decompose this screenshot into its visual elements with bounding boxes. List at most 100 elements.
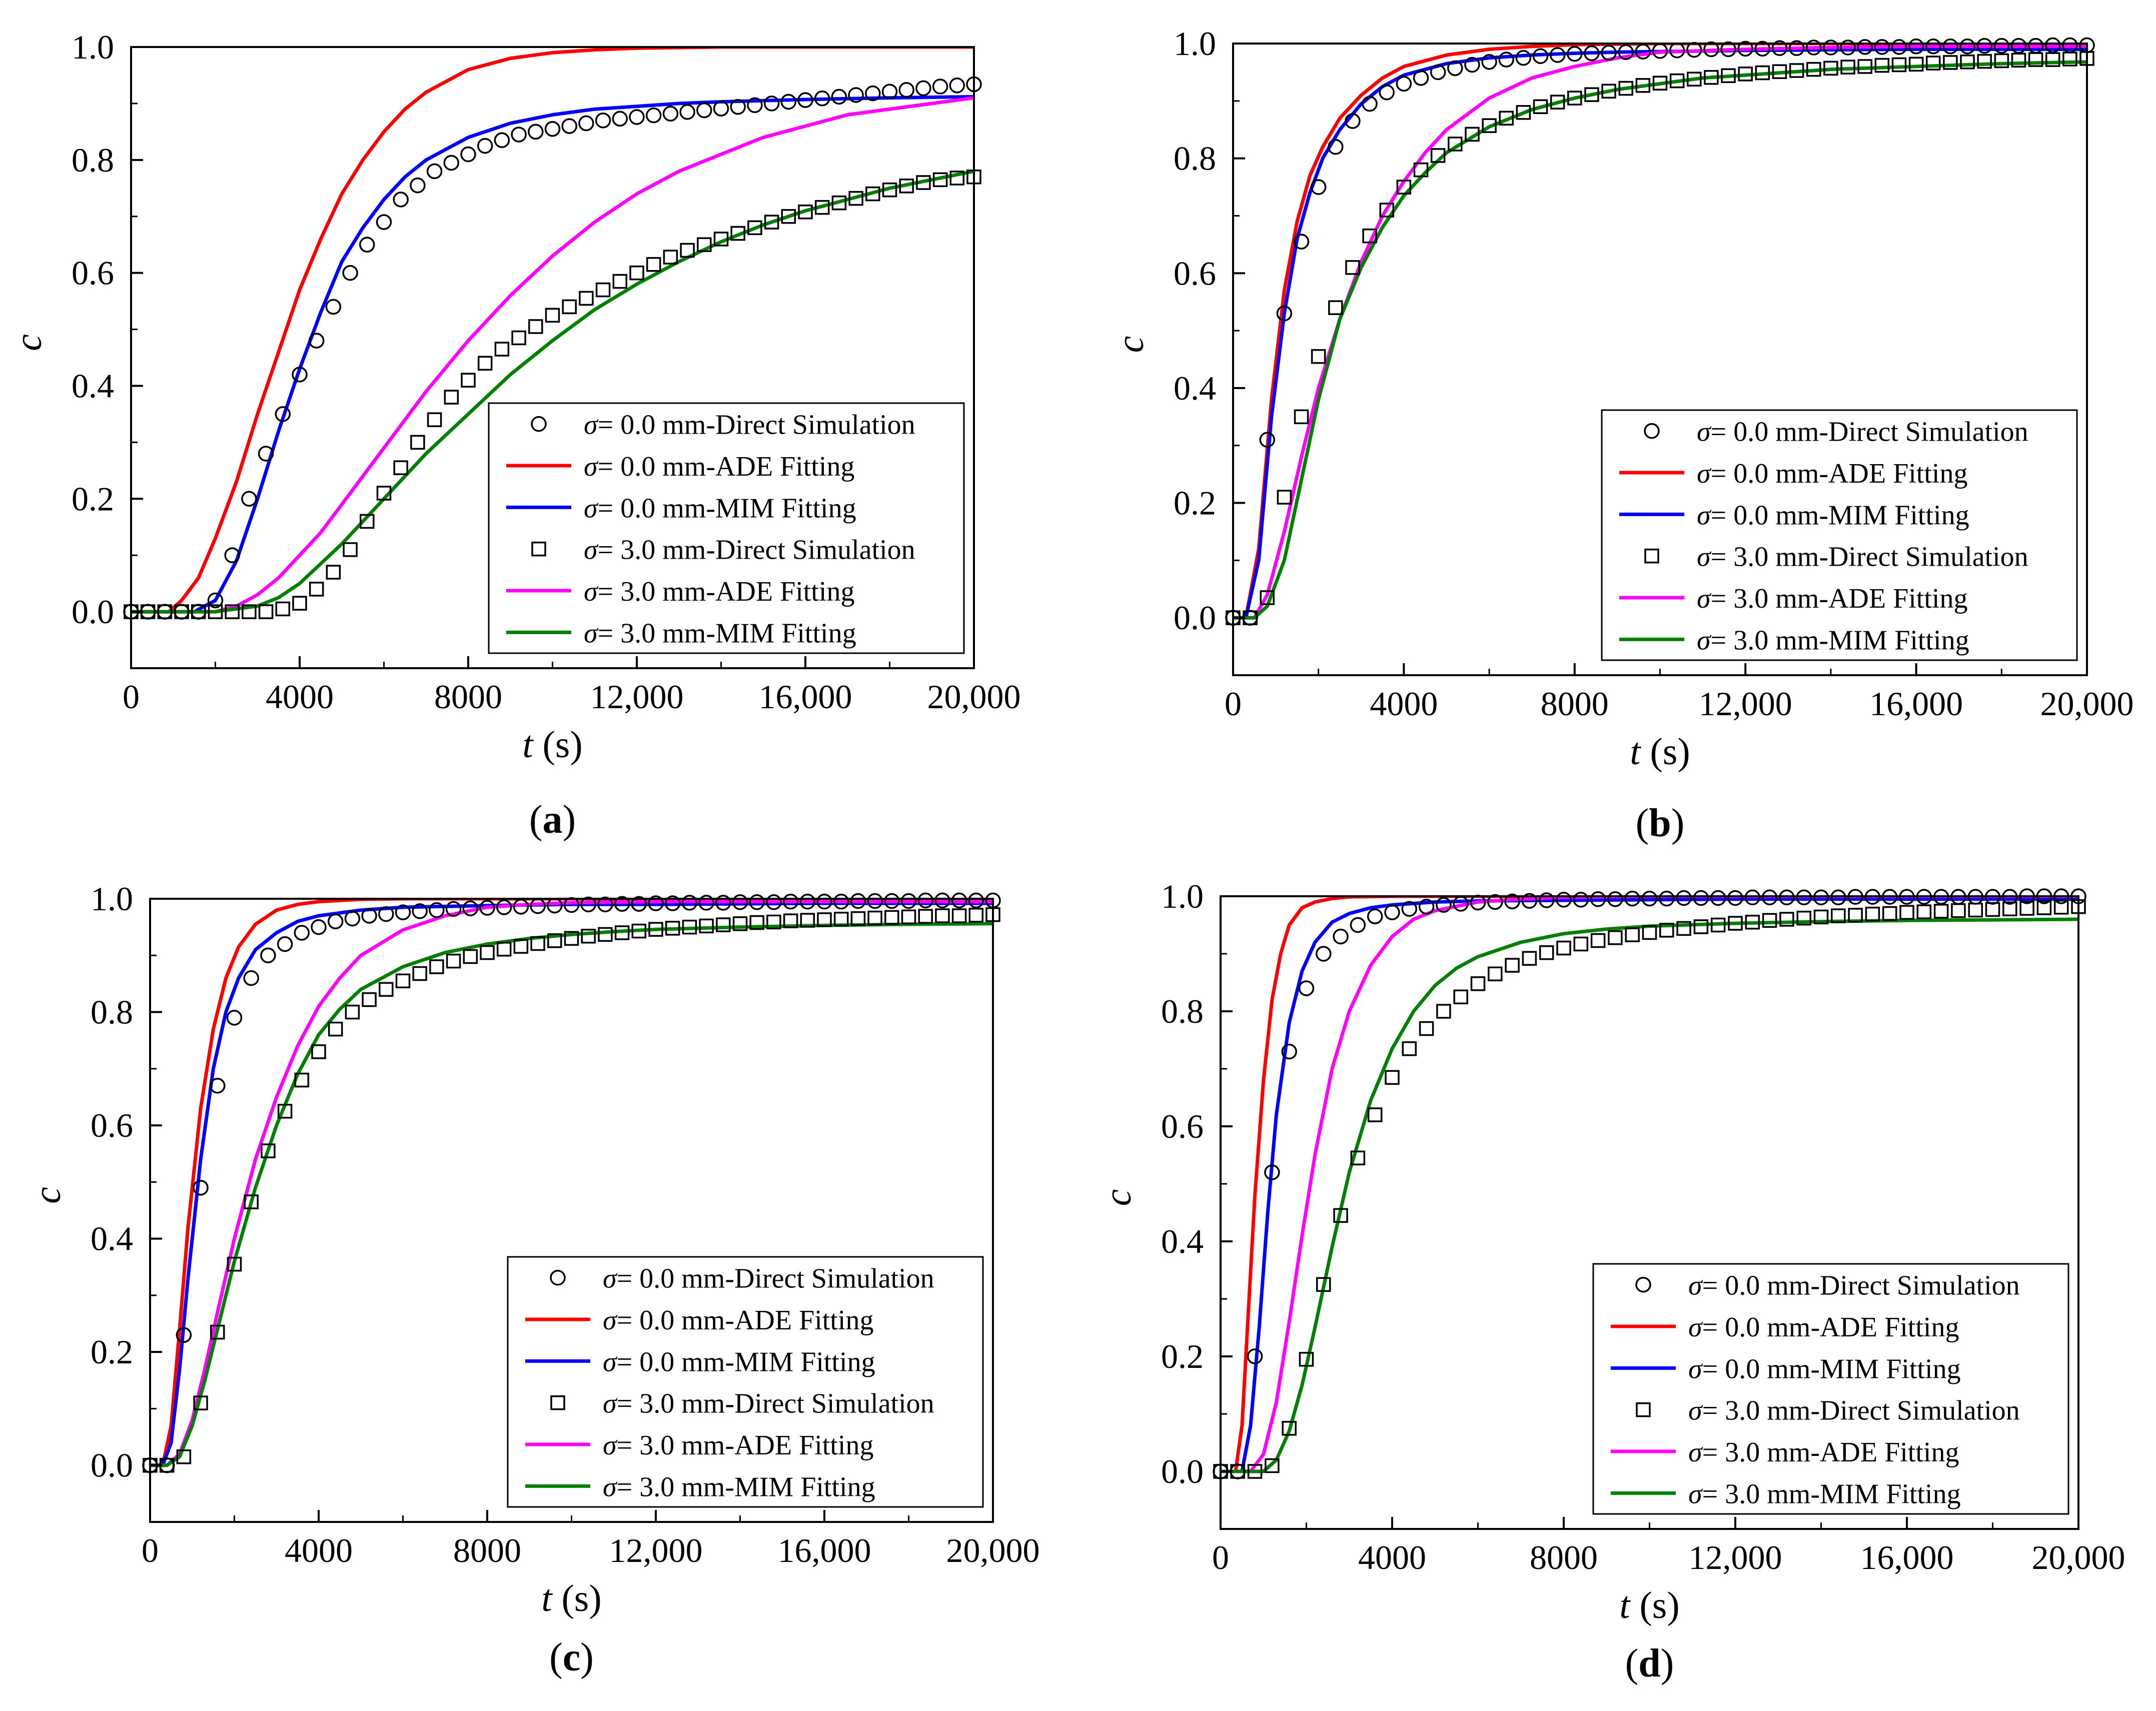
data-point-circle: [679, 104, 695, 120]
data-point-circle: [1521, 893, 1538, 909]
data-point-circle: [426, 163, 443, 180]
legend-sigma: σ: [1688, 1437, 1703, 1468]
data-point-circle: [1959, 38, 1975, 55]
legend-label-text: = 3.0 mm-MIM Fitting: [1711, 625, 1969, 656]
data-point-circle: [648, 895, 664, 911]
y-tick-label: 0.6: [1174, 254, 1216, 292]
series-line-3: [131, 169, 974, 614]
data-point-square: [1704, 70, 1719, 85]
data-point-square: [2036, 900, 2052, 915]
data-point-square: [463, 949, 478, 964]
data-point-square: [1379, 203, 1395, 218]
data-point-circle: [462, 900, 479, 917]
data-point-square: [1693, 919, 1709, 934]
data-point-square: [663, 250, 678, 265]
data-point-circle: [1333, 928, 1349, 945]
y-tick-label: 0.8: [1161, 992, 1204, 1030]
caption-letter: d: [1638, 1641, 1661, 1685]
x-tick-label: 20,000: [946, 1531, 1040, 1569]
series-line-0: [1221, 896, 2078, 1473]
legend-label-text: = 0.0 mm-ADE Fitting: [1702, 1312, 1959, 1343]
data-point-circle: [898, 82, 914, 98]
x-axis-title: t (s): [1619, 1584, 1679, 1626]
data-point-circle: [1993, 38, 2010, 54]
x-tick-label: 0: [142, 1531, 159, 1569]
data-point-square: [429, 959, 444, 974]
data-point-square: [1260, 590, 1275, 605]
data-point-square: [446, 953, 461, 969]
data-point-square: [882, 182, 897, 198]
x-axis-unit: (s): [1640, 731, 1690, 773]
legend-label-text: = 0.0 mm-ADE Fitting: [1711, 458, 1968, 489]
data-point-circle: [932, 79, 948, 95]
data-point-square: [798, 204, 813, 220]
legend-label-text: = 0.0 mm-MIM Fitting: [598, 493, 856, 524]
data-point-square: [547, 933, 562, 948]
data-point-circle: [1830, 889, 1846, 906]
data-point-circle: [1345, 113, 1361, 129]
data-point-circle: [410, 177, 426, 194]
y-tick-label: 0.2: [1174, 484, 1216, 522]
data-point-circle: [412, 903, 428, 919]
data-point-square: [1584, 87, 1599, 102]
data-point-square: [427, 412, 442, 427]
data-point-square: [174, 604, 189, 619]
data-point-square: [1419, 1021, 1434, 1036]
data-point-circle: [915, 80, 931, 97]
y-tick-label: 0.0: [91, 1446, 133, 1484]
data-point-circle: [664, 895, 681, 911]
data-point-square: [932, 172, 948, 188]
data-point-circle: [1264, 1164, 1280, 1180]
data-point-circle: [1641, 890, 1658, 907]
data-point-square: [1806, 62, 1821, 77]
data-point-square: [2028, 52, 2043, 67]
caption-close-paren: ): [580, 1635, 594, 1679]
legend-box: [1592, 1263, 2069, 1515]
data-point-circle: [1549, 47, 1566, 63]
data-point-square: [261, 1143, 276, 1158]
data-point-circle: [327, 913, 344, 930]
x-axis-variable: t: [541, 1577, 553, 1619]
data-point-square: [1951, 903, 1966, 918]
data-point-square: [1857, 59, 1872, 74]
data-point-square: [208, 604, 223, 619]
data-point-circle: [1430, 64, 1446, 81]
data-point-circle: [1823, 40, 1839, 56]
data-point-square: [2045, 52, 2060, 67]
x-tick-label: 20,000: [2032, 1538, 2125, 1576]
data-point-square: [1294, 409, 1309, 425]
data-point-circle: [378, 906, 394, 922]
data-point-square: [1745, 915, 1760, 930]
data-point-circle: [833, 893, 849, 910]
series-line-1: [131, 95, 974, 614]
data-point-circle: [1676, 890, 1692, 906]
data-point-square: [376, 486, 392, 501]
data-point-circle: [1316, 946, 1332, 962]
legend-sigma: σ: [603, 1471, 618, 1502]
legend-swatch-circle: [1644, 423, 1660, 439]
data-point-circle: [1259, 432, 1276, 448]
legend-label: σ= 0.0 mm-MIM Fitting: [584, 493, 856, 524]
data-point-square: [1247, 1464, 1263, 1479]
data-point-circle: [612, 111, 628, 127]
legend-label-text: = 0.0 mm-Direct Simulation: [617, 1263, 934, 1294]
data-point-circle: [511, 127, 527, 143]
y-tick-label: 0.2: [91, 1333, 133, 1371]
data-point-circle: [1293, 234, 1310, 250]
data-point-circle: [243, 970, 259, 986]
data-point-square: [716, 917, 731, 932]
data-point-square: [766, 914, 781, 930]
legend-label-text: = 0.0 mm-MIM Fitting: [1702, 1353, 1961, 1384]
legend-box: [488, 402, 965, 654]
data-point-square: [393, 460, 408, 475]
panel-c: 0 4000 8000 12,000 16,000 20,000 0.0 0.2 0.4 0.6 0…: [27, 880, 1040, 1679]
y-tick-label: 0.6: [91, 1106, 133, 1144]
data-point-square: [800, 913, 815, 928]
data-point-square: [1943, 55, 1958, 70]
data-point-square: [831, 195, 847, 211]
data-point-circle: [1556, 892, 1572, 908]
x-tick-label: 16,000: [1860, 1538, 1954, 1576]
x-axis-title: t (s): [1630, 731, 1690, 773]
legend-label-text: = 3.0 mm-Direct Simulation: [1702, 1395, 2020, 1426]
